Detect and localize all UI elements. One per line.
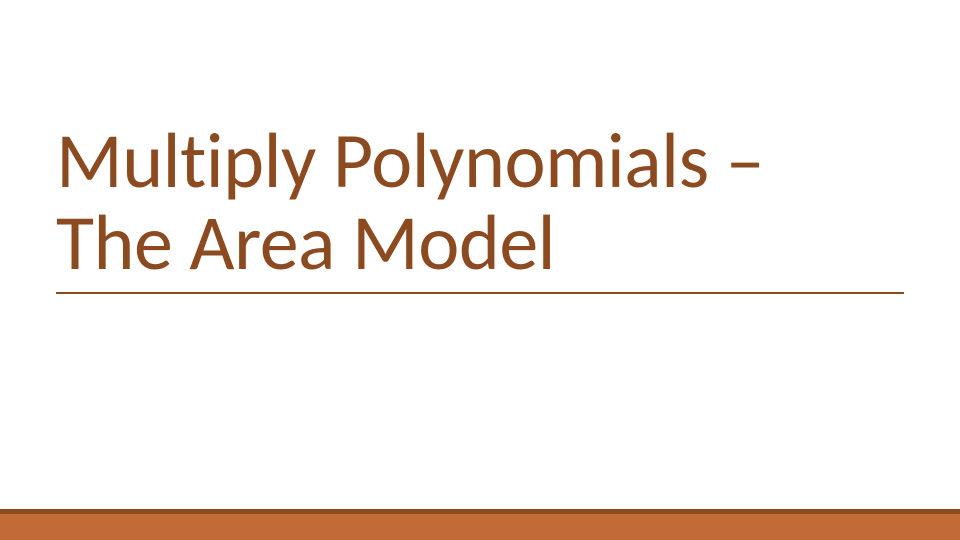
bottom-accent xyxy=(0,509,960,540)
bottom-band-thick xyxy=(0,514,960,540)
slide-title: Multiply Polynomials – The Area Model xyxy=(56,120,904,284)
title-underline xyxy=(56,292,904,294)
slide: Multiply Polynomials – The Area Model xyxy=(0,0,960,540)
title-block: Multiply Polynomials – The Area Model xyxy=(56,120,904,294)
title-line-1: Multiply Polynomials – xyxy=(56,113,764,208)
title-line-2: The Area Model xyxy=(56,195,555,290)
